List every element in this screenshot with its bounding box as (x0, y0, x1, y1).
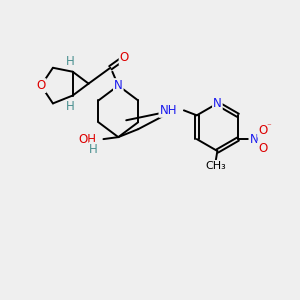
Text: N: N (249, 133, 258, 146)
Text: H: H (89, 142, 98, 155)
Text: N: N (213, 97, 222, 110)
Text: O: O (36, 79, 46, 92)
Text: NH: NH (160, 104, 177, 117)
Text: H: H (66, 55, 75, 68)
Text: O: O (120, 51, 129, 64)
Text: O: O (258, 124, 267, 137)
Text: O: O (258, 142, 267, 154)
Text: ⁻: ⁻ (266, 123, 271, 132)
Text: OH: OH (79, 133, 97, 146)
Text: N: N (114, 79, 123, 92)
Text: H: H (66, 100, 75, 113)
Text: CH₃: CH₃ (205, 161, 226, 171)
